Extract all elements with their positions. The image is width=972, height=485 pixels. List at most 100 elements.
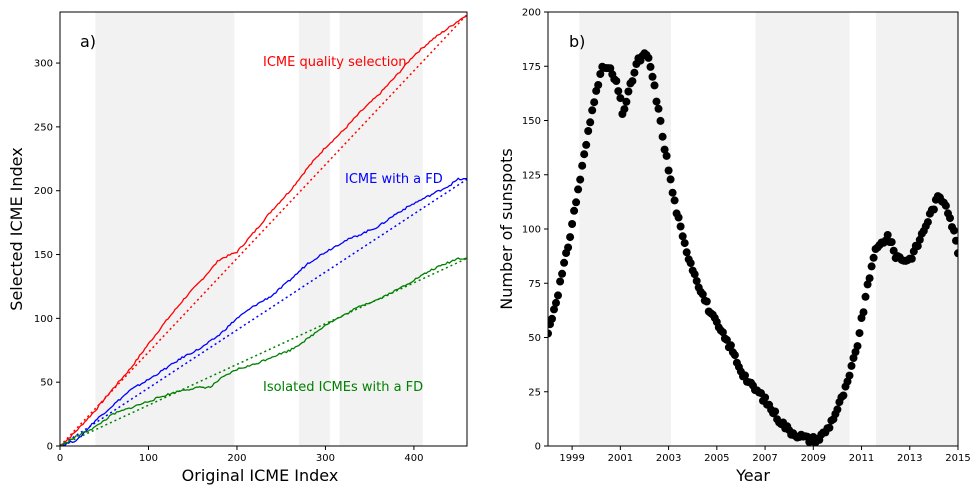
x-tick-label: 2011 <box>849 453 874 464</box>
y-tick-label: 250 <box>34 122 53 133</box>
sunspot-point <box>582 140 591 149</box>
sunspot-point <box>855 329 864 338</box>
sunspot-point <box>690 270 699 279</box>
sunspot-point <box>867 262 876 271</box>
panel-b-label: b) <box>569 32 585 51</box>
sunspot-point <box>580 150 589 159</box>
sunspot-point <box>929 205 938 214</box>
sunspot-point <box>658 132 667 141</box>
sunspot-point <box>718 328 727 337</box>
sunspot-point <box>556 277 565 286</box>
sunspot-point <box>646 62 655 71</box>
panel-b-x-axis-label: Year <box>735 466 770 485</box>
sunspot-point <box>698 290 707 299</box>
sunspot-point <box>954 249 958 258</box>
sunspot-point <box>692 277 701 285</box>
sunspot-point <box>614 87 623 96</box>
panel-b-x-ticks: 1999 2001 2003 2005 2007 2009 2011 2013 2015 <box>559 446 971 464</box>
x-tick-label: 2009 <box>801 453 826 464</box>
x-tick-label: 2005 <box>704 453 729 464</box>
fit-line-0 <box>59 14 468 447</box>
sunspot-point <box>612 77 621 85</box>
panel-b-band-0 <box>579 12 671 446</box>
sunspot-point <box>570 206 579 215</box>
sunspot-point <box>702 297 711 306</box>
sunspot-point <box>859 308 868 317</box>
sunspot-point <box>666 175 675 184</box>
panel-a-band-2 <box>339 12 423 446</box>
panel-b-band-1 <box>755 12 850 446</box>
panel-a-x-axis-label: Original ICME Index <box>182 466 339 485</box>
sunspot-point <box>847 361 856 370</box>
sunspot-point <box>678 232 687 241</box>
sunspot-point <box>839 391 848 400</box>
sunspot-point <box>558 269 567 278</box>
x-tick-label: 300 <box>316 453 335 464</box>
y-tick-label: 100 <box>522 225 541 236</box>
sunspot-point <box>576 175 585 184</box>
panel-a-band-0 <box>95 12 235 446</box>
panel-a-label: a) <box>80 32 96 51</box>
y-tick-label: 300 <box>34 59 53 70</box>
sunspot-point <box>578 161 587 170</box>
sunspot-point <box>550 305 558 314</box>
sunspot-point <box>686 259 695 268</box>
panel-a-shaded-bands <box>95 12 423 446</box>
panel-b-y-ticks: 0 25 50 75 100 125 150 175 200 <box>522 8 548 453</box>
sunspot-point <box>648 72 657 81</box>
sunspot-point <box>560 258 569 267</box>
sunspot-point <box>853 342 862 351</box>
sunspot-point <box>606 64 615 73</box>
sunspot-point <box>644 53 653 62</box>
sunspot-point <box>566 233 575 242</box>
y-tick-label: 200 <box>522 8 541 19</box>
sunspot-point <box>833 405 842 414</box>
y-tick-label: 75 <box>528 279 541 290</box>
series-line-1 <box>59 177 467 447</box>
y-tick-label: 125 <box>522 170 541 181</box>
x-tick-label: 200 <box>227 453 246 464</box>
sunspot-point <box>869 253 878 262</box>
sunspot-point <box>726 341 735 350</box>
series-line-2 <box>59 257 467 447</box>
fit-line-1 <box>59 178 468 447</box>
panel-a-frame <box>59 11 468 447</box>
sunspot-point <box>548 329 552 338</box>
sunspot-point <box>574 185 583 194</box>
y-tick-label: 200 <box>34 186 53 197</box>
panel-a-fit-lines <box>59 14 468 447</box>
x-tick-label: 2013 <box>897 453 922 464</box>
panel-a-y-ticks: 0 50 100 150 200 250 300 <box>34 59 60 453</box>
sunspot-point <box>584 127 593 135</box>
sunspot-point <box>654 104 663 113</box>
x-tick-label: 2003 <box>656 453 681 464</box>
x-tick-label: 2001 <box>608 453 633 464</box>
x-tick-label: 2015 <box>945 453 970 464</box>
panel-b-shaded-bands <box>579 12 958 446</box>
sunspot-point <box>630 68 639 77</box>
panel-b-sunspot-points <box>548 49 958 446</box>
sunspot-point <box>682 248 691 257</box>
sunspot-point <box>554 291 562 300</box>
sunspot-point <box>664 166 673 175</box>
y-tick-label: 150 <box>522 116 541 127</box>
sunspot-point <box>616 94 625 103</box>
sunspot-point <box>596 70 605 78</box>
sunspot-point <box>624 87 633 96</box>
panel-a-band-1 <box>298 12 330 446</box>
sunspot-point <box>946 214 954 223</box>
sunspot-point <box>552 298 560 307</box>
sunspot-point <box>572 198 581 207</box>
sunspot-point <box>923 218 932 227</box>
sunspot-point <box>950 226 958 235</box>
sunspot-point <box>650 81 659 90</box>
sunspot-point <box>915 235 924 244</box>
sunspot-point <box>730 351 739 360</box>
y-tick-label: 0 <box>47 442 53 453</box>
sunspot-point <box>741 371 749 380</box>
sunspot-point <box>913 242 922 251</box>
sunspot-point <box>548 314 556 323</box>
sunspot-point <box>670 196 679 205</box>
sunspot-point <box>676 222 685 231</box>
